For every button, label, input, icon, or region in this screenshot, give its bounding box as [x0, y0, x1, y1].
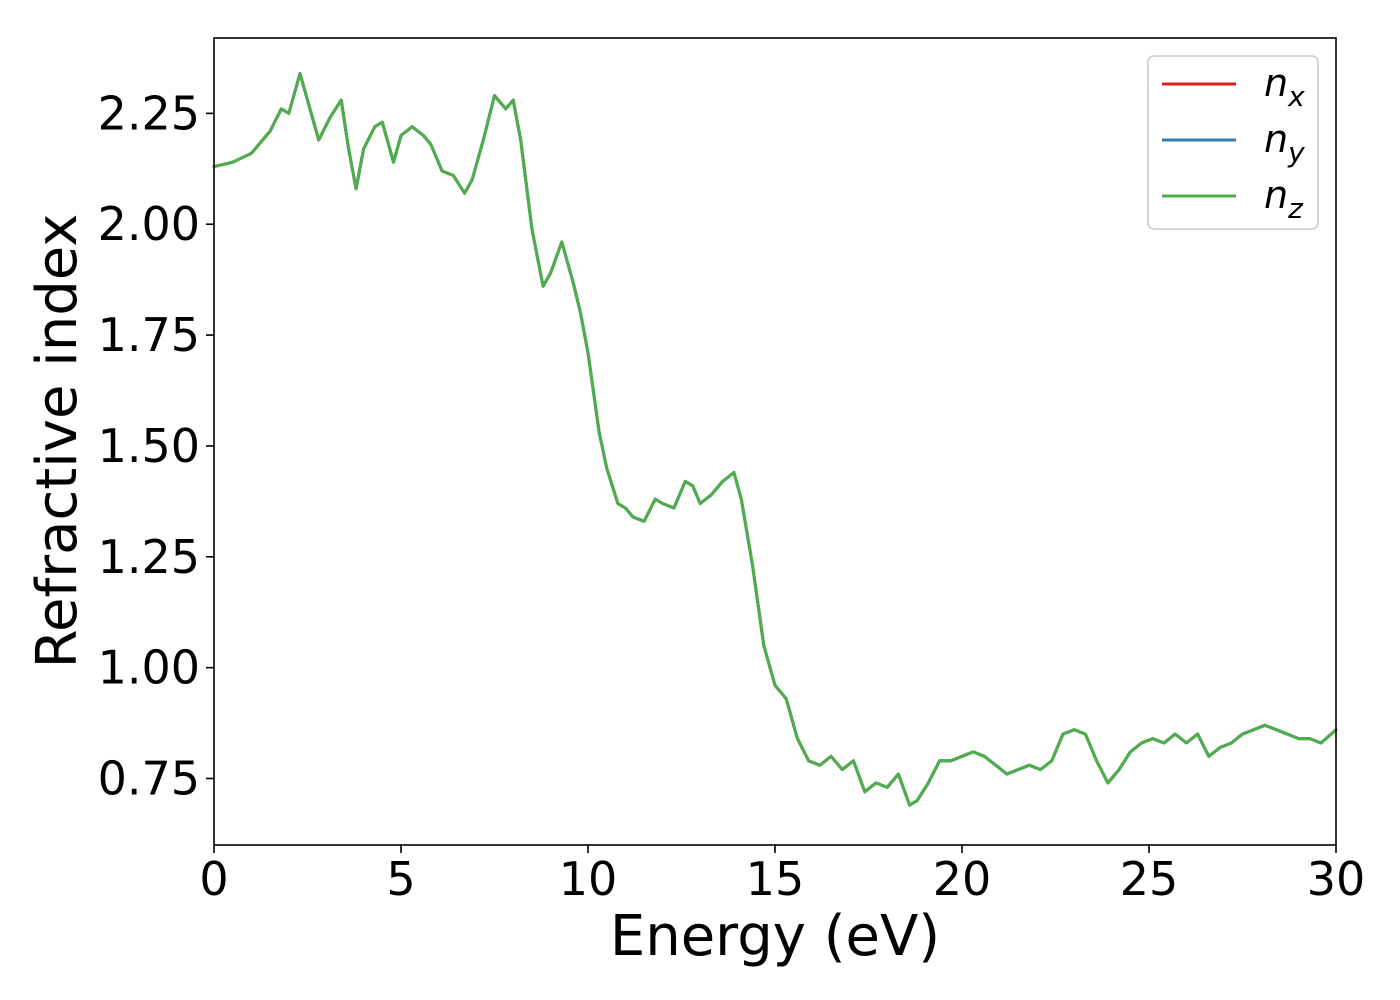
y-tick-label: 1.50 [98, 419, 200, 473]
legend-label-ny: ny [1264, 117, 1305, 169]
x-tick-label: 30 [1307, 852, 1366, 906]
x-tick-label: 5 [386, 852, 415, 906]
legend-label-nx: nx [1264, 61, 1305, 113]
x-tick-label: 15 [746, 852, 805, 906]
y-axis: 0.75 1.00 1.25 1.50 1.75 2.00 2.25 [98, 86, 214, 805]
y-axis-title: Refractive index [25, 214, 90, 669]
x-tick-label: 25 [1120, 852, 1179, 906]
legend-box [1147, 55, 1319, 230]
x-axis: 0 5 10 15 20 25 30 [199, 845, 1365, 906]
x-axis-title: Energy (eV) [610, 904, 940, 969]
y-tick-label: 1.75 [98, 308, 200, 362]
x-tick-label: 20 [933, 852, 992, 906]
y-tick-label: 0.75 [98, 751, 200, 805]
legend-label-nz: nz [1264, 173, 1304, 225]
series-layer [212, 72, 1338, 807]
x-tick-label: 10 [559, 852, 618, 906]
series-line-n-z [212, 72, 1338, 807]
y-tick-label: 1.25 [98, 530, 200, 584]
x-tick-label: 0 [199, 852, 228, 906]
y-tick-label: 2.00 [98, 197, 200, 251]
y-tick-label: 1.00 [98, 641, 200, 695]
y-tick-label: 2.25 [98, 86, 200, 140]
